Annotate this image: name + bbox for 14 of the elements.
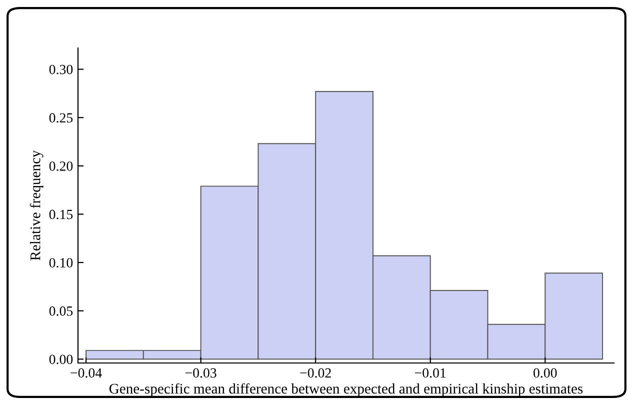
y-tick-label: 0.00 [49, 354, 73, 364]
x-tick-label: −0.03 [185, 368, 216, 378]
x-tick-label: 0.00 [534, 368, 557, 378]
y-tick-label: 0.20 [49, 161, 73, 171]
x-axis-title: Gene-specific mean difference between expected and empirical kinship estimates [109, 383, 583, 397]
y-tick-label: 0.05 [49, 306, 73, 316]
x-tick-label: −0.04 [70, 368, 102, 378]
y-tick-label: 0.15 [49, 210, 73, 220]
x-tick-label: −0.02 [300, 368, 331, 378]
y-tick-label: 0.30 [49, 64, 73, 74]
x-tick-label: −0.01 [414, 368, 446, 378]
y-tick-label: 0.25 [49, 113, 73, 123]
y-axis-title: Relative frequency [30, 150, 44, 260]
y-tick-label: 0.10 [49, 258, 73, 268]
